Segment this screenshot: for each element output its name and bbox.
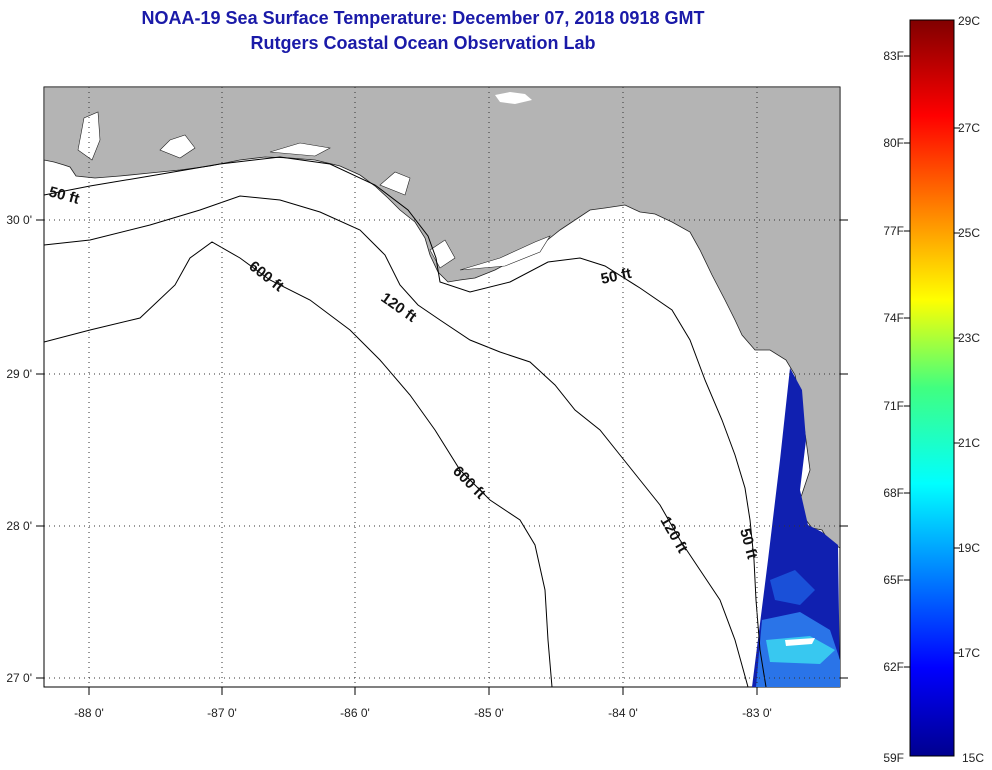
colorbar-c-label: 19C <box>958 541 980 555</box>
lon-label: -84 0' <box>608 706 638 720</box>
colorbar-c-label: 29C <box>958 14 980 28</box>
colorbar-c-label: 25C <box>958 226 980 240</box>
lon-label: -85 0' <box>474 706 504 720</box>
colorbar <box>909 19 955 757</box>
contour-label-50ft: 50 ft <box>599 265 633 288</box>
colorbar-c-label: 15C <box>962 751 984 765</box>
lon-label: -88 0' <box>74 706 104 720</box>
colorbar-f-label: 59F <box>883 751 904 765</box>
lon-label: -86 0' <box>340 706 370 720</box>
map-title: NOAA-19 Sea Surface Temperature: Decembe… <box>141 8 705 28</box>
lat-label: 29 0' <box>6 367 32 381</box>
contour-50ft <box>44 156 767 687</box>
colorbar-f-label: 62F <box>883 660 904 674</box>
colorbar-c-label: 23C <box>958 331 980 345</box>
colorbar-f-label: 68F <box>883 486 904 500</box>
sst-swath <box>752 368 840 687</box>
lat-label: 27 0' <box>6 671 32 685</box>
colorbar-f-label: 80F <box>883 136 904 150</box>
lon-label: -87 0' <box>207 706 237 720</box>
lon-label: -83 0' <box>742 706 772 720</box>
colorbar-f-label: 71F <box>883 399 904 413</box>
colorbar-f-label: 83F <box>883 49 904 63</box>
colorbar-f-label: 77F <box>883 224 904 238</box>
lat-label: 28 0' <box>6 519 32 533</box>
colorbar-ticks <box>904 55 960 668</box>
colorbar-c-label: 21C <box>958 436 980 450</box>
colorbar-f-label: 65F <box>883 573 904 587</box>
map-subtitle: Rutgers Coastal Ocean Observation Lab <box>250 33 596 53</box>
colorbar-c-label: 27C <box>958 121 980 135</box>
colorbar-f-label: 74F <box>883 311 904 325</box>
lat-label: 30 0' <box>6 213 32 227</box>
graticule <box>44 87 840 687</box>
colorbar-c-label: 17C <box>958 646 980 660</box>
contour-600ft <box>44 241 553 687</box>
contour-120ft <box>44 195 749 687</box>
ticks <box>36 219 848 695</box>
